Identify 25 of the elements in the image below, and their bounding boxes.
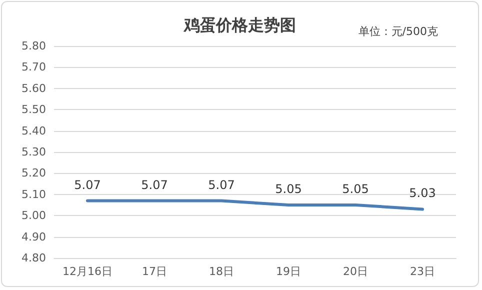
y-tick-label: 4.90 [22, 230, 46, 244]
y-tick-label: 5.60 [22, 82, 46, 95]
y-tick-label: 5.40 [22, 124, 46, 138]
y-tick-label: 5.20 [22, 166, 46, 180]
x-tick-label: 18日 [209, 265, 234, 278]
data-label: 5.07 [208, 178, 235, 192]
data-label: 5.05 [275, 182, 302, 196]
y-tick-label: 4.80 [22, 252, 46, 264]
data-label: 5.03 [409, 186, 436, 200]
chart-title: 鸡蛋价格走势图 [183, 16, 296, 34]
data-label: 5.05 [342, 182, 369, 196]
x-tick-label: 19日 [276, 265, 301, 278]
y-tick-label: 5.10 [22, 188, 46, 201]
y-tick-label: 5.70 [22, 60, 46, 74]
data-label: 5.07 [141, 178, 168, 192]
text: 单位：元/500克 [358, 25, 438, 38]
y-tick-label: 5.80 [22, 40, 46, 52]
y-tick-label: 5.00 [22, 209, 46, 222]
x-tick-label: 12月16日 [62, 265, 112, 278]
y-tick-label: 5.30 [22, 146, 46, 158]
x-tick-label: 20日 [343, 265, 368, 278]
x-tick-label: 17日 [142, 265, 167, 278]
x-tick-label: 23日 [410, 265, 435, 278]
y-tick-label: 5.50 [22, 103, 46, 116]
data-label: 5.07 [74, 178, 101, 192]
